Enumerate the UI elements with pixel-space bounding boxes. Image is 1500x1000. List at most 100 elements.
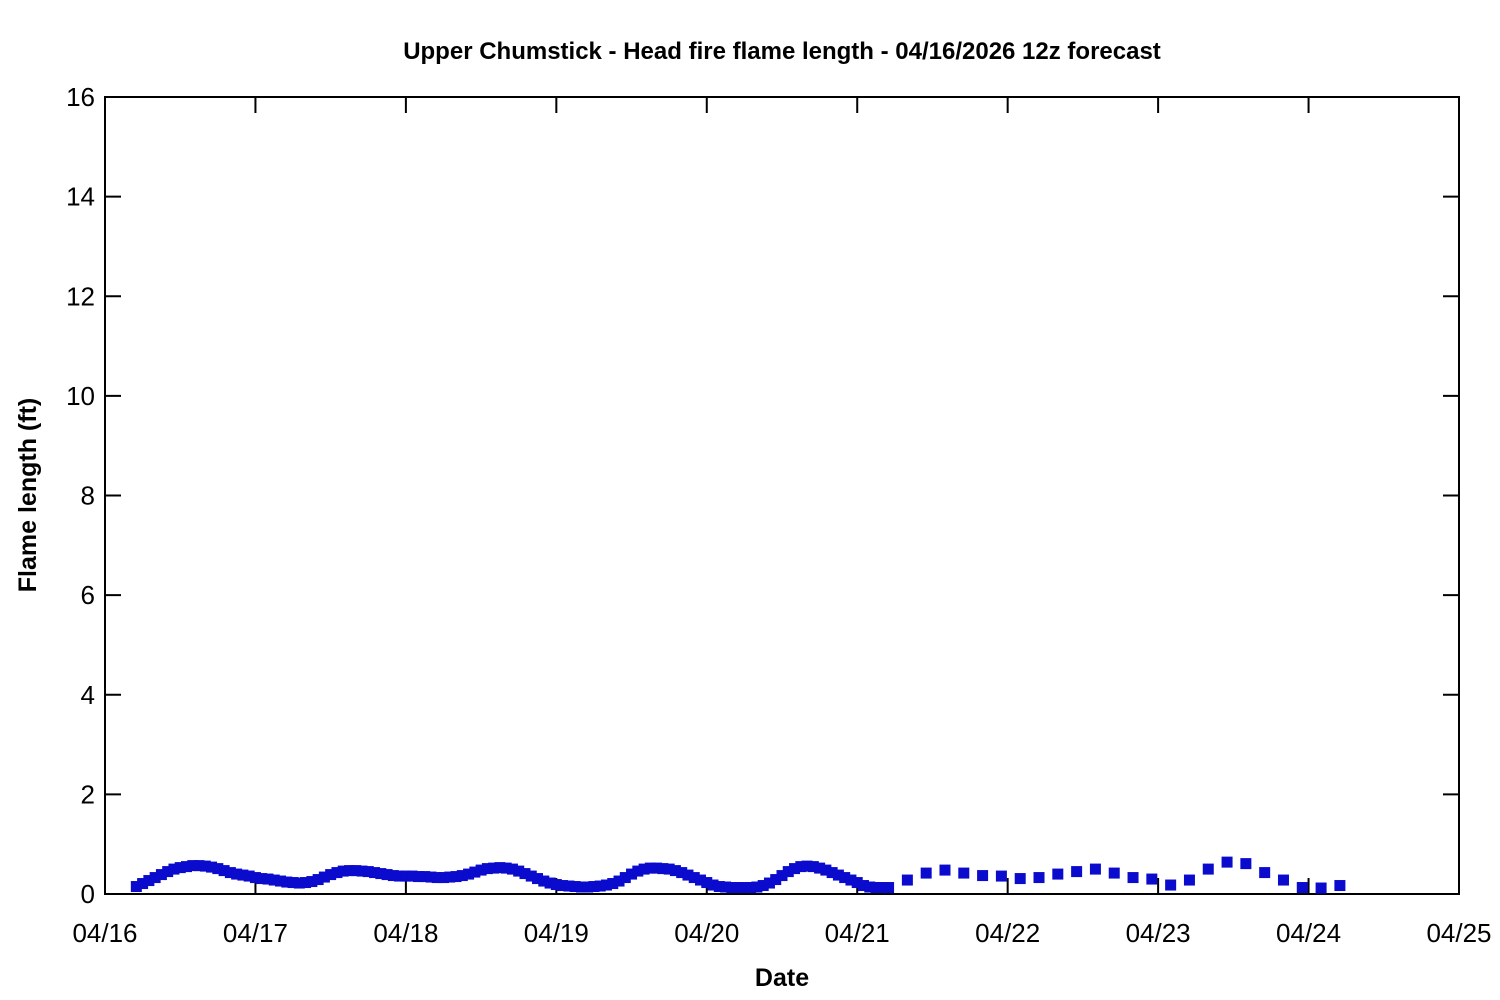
data-point: [438, 872, 449, 884]
data-point: [506, 863, 518, 875]
data-point: [1089, 863, 1101, 875]
chart-title: Upper Chumstick - Head fire flame length…: [403, 38, 1161, 65]
data-point: [475, 864, 487, 876]
data-point: [1315, 882, 1327, 894]
data-point: [249, 872, 261, 884]
x-tick-label: 04/24: [1276, 918, 1341, 948]
data-point: [1334, 880, 1346, 892]
data-point: [456, 870, 468, 882]
data-point: [275, 875, 287, 887]
data-point: [1277, 874, 1289, 886]
data-point: [356, 865, 368, 877]
data-point: [651, 862, 663, 874]
data-point: [883, 882, 895, 894]
data-point: [431, 872, 443, 884]
data-point: [444, 871, 456, 883]
data-point: [337, 865, 349, 877]
data-point: [287, 877, 299, 889]
data-point: [406, 870, 418, 882]
data-point: [1259, 867, 1271, 879]
x-tick-label: 04/16: [72, 918, 137, 948]
data-point: [1014, 873, 1026, 885]
data-point: [362, 866, 374, 878]
data-point: [1146, 873, 1158, 885]
data-point: [199, 860, 211, 872]
plot-frame: [104, 96, 1460, 895]
y-tick-label: 14: [66, 182, 95, 212]
x-tick-label: 04/17: [223, 918, 288, 948]
data-point: [218, 865, 230, 877]
data-point: [839, 872, 851, 884]
data-point: [820, 864, 832, 876]
data-point: [544, 877, 556, 889]
data-point: [387, 870, 399, 882]
y-tick-label: 16: [66, 82, 95, 112]
data-point: [525, 870, 537, 882]
data-point: [412, 871, 424, 883]
data-point: [450, 871, 462, 883]
data-point: [375, 868, 387, 880]
data-point: [563, 880, 575, 892]
data-point: [469, 866, 481, 878]
data-point: [168, 863, 180, 875]
data-point: [1052, 868, 1064, 880]
data-point: [995, 870, 1007, 882]
data-point: [958, 867, 970, 879]
data-point: [318, 871, 330, 883]
data-point: [187, 860, 199, 872]
data-point: [369, 867, 381, 879]
data-point: [312, 874, 324, 886]
data-point: [807, 861, 819, 873]
data-point: [130, 881, 142, 893]
data-point: [149, 872, 161, 884]
data-point: [669, 865, 681, 877]
x-tick-label: 04/22: [975, 918, 1040, 948]
y-tick-label: 4: [81, 680, 95, 710]
data-point: [381, 869, 393, 881]
data-point: [757, 880, 769, 892]
x-tick-label: 04/21: [825, 918, 890, 948]
x-tick-label: 04/20: [674, 918, 739, 948]
data-point: [463, 868, 475, 880]
data-point: [870, 882, 882, 894]
x-tick-label: 04/18: [373, 918, 438, 948]
data-point: [676, 867, 688, 879]
data-point: [751, 881, 763, 893]
data-point: [419, 871, 431, 883]
data-point: [494, 862, 506, 874]
data-point: [814, 862, 826, 874]
data-point: [607, 878, 619, 890]
data-point: [619, 872, 631, 884]
data-point: [206, 861, 218, 873]
data-point: [481, 863, 493, 875]
data-point: [212, 863, 224, 875]
x-tick-label: 04/19: [524, 918, 589, 948]
data-point: [550, 879, 562, 891]
data-point: [657, 863, 669, 875]
data-point: [557, 880, 569, 892]
data-point: [695, 874, 707, 886]
data-point: [256, 873, 268, 885]
data-point: [632, 865, 644, 877]
data-point: [795, 861, 807, 873]
data-point: [826, 867, 838, 879]
data-point: [920, 867, 932, 879]
data-point: [707, 879, 719, 891]
data-point: [500, 862, 512, 874]
data-point: [726, 882, 738, 894]
data-point: [1183, 874, 1195, 886]
data-point: [876, 882, 888, 894]
data-point: [231, 868, 243, 880]
data-point: [262, 873, 274, 885]
data-point: [193, 860, 205, 872]
data-point: [513, 865, 525, 877]
data-point: [776, 870, 788, 882]
data-point: [832, 869, 844, 881]
data-point: [588, 881, 600, 893]
data-point: [306, 876, 318, 888]
y-tick-label: 2: [81, 779, 95, 809]
data-point: [1033, 872, 1045, 884]
x-axis-title: Date: [755, 964, 809, 992]
data-point: [600, 879, 612, 891]
